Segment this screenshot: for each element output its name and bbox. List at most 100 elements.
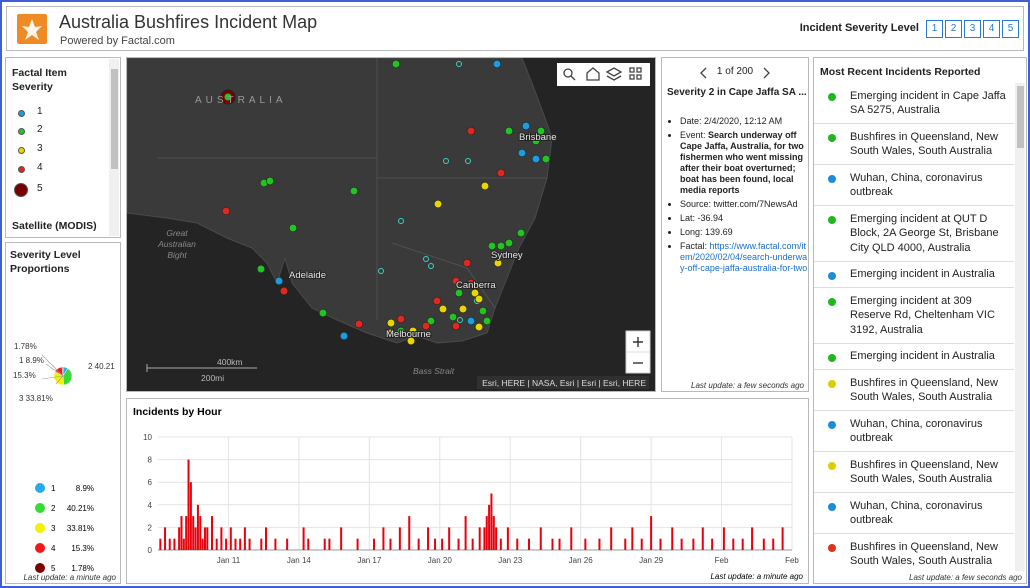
incident-marker[interactable] [274,276,284,286]
layers-button[interactable] [605,67,623,81]
legend-label: 2 [51,504,56,513]
incident-marker[interactable] [480,181,490,191]
field-value[interactable]: https://www.factal.com/item/2020/02/04/s… [680,241,808,273]
incident-marker[interactable] [288,223,298,233]
incident-marker[interactable] [521,121,531,131]
incident-marker[interactable] [536,126,546,136]
incident-item[interactable]: Emerging incident in Australia [814,344,1014,370]
incident-item[interactable]: Wuhan, China, coronavirus outbreak [814,411,1014,452]
incident-marker[interactable] [451,321,461,331]
incident-marker[interactable] [466,316,476,326]
incident-marker[interactable] [531,136,541,146]
prev-button[interactable] [700,67,707,79]
incident-marker[interactable] [474,294,484,304]
incident-item[interactable]: Emerging incident at QUT D Block, 2A Geo… [814,206,1014,262]
scrollbar[interactable] [1015,83,1025,571]
incident-marker[interactable] [386,328,396,338]
next-button[interactable] [763,67,770,79]
severity-button[interactable]: 2 [945,20,962,38]
basemap-button[interactable] [629,67,635,73]
incident-item[interactable]: Bushfires in Queensland, New South Wales… [814,124,1014,165]
scroll-thumb[interactable] [111,69,118,169]
bar [189,482,192,550]
severity-button[interactable]: 1 [926,20,943,38]
incident-marker[interactable] [482,316,492,326]
incident-marker[interactable] [396,314,406,324]
home-button[interactable] [586,67,600,81]
incident-marker[interactable] [408,326,418,336]
incident-marker[interactable] [516,228,526,238]
incident-marker[interactable] [541,154,551,164]
legend-label: 5 [51,564,56,573]
incident-marker[interactable] [496,241,506,251]
incident-marker[interactable] [448,312,458,322]
incident-marker[interactable] [451,276,461,286]
incident-marker[interactable] [504,238,514,248]
incident-marker[interactable] [487,241,497,251]
popup-field: Source: twitter.com/7NewsAd [680,199,808,210]
pie-slice [62,368,73,386]
incident-item[interactable]: Bushfires in Queensland, New South Wales… [814,534,1014,571]
incident-marker[interactable] [265,176,275,186]
severity-button[interactable]: 5 [1002,20,1019,38]
incident-marker[interactable] [478,306,488,316]
incident-text: Bushfires in Queensland, New South Wales… [850,540,998,568]
incident-marker[interactable] [493,258,503,268]
incident-item[interactable]: Bushfires in Queensland, New South Wales… [814,370,1014,411]
x-tick-label: Jan 11 [217,556,241,565]
incident-marker[interactable] [466,126,476,136]
incident-marker[interactable] [462,258,472,268]
incident-marker[interactable] [466,278,476,288]
incident-marker[interactable] [492,59,502,69]
incident-item[interactable]: Wuhan, China, coronavirus outbreak [814,493,1014,534]
leader-line [41,354,64,377]
incident-marker[interactable] [531,154,541,164]
incident-marker[interactable] [386,318,396,328]
incident-marker[interactable] [221,206,231,216]
bar [448,527,451,550]
scroll-thumb[interactable] [1017,86,1024,148]
incident-marker[interactable] [349,186,359,196]
incident-marker[interactable] [421,321,431,331]
incident-marker[interactable] [279,286,289,296]
bar [164,527,167,550]
incident-marker[interactable] [318,308,328,318]
incident-marker[interactable] [426,316,436,326]
incident-marker[interactable] [470,288,480,298]
incident-marker[interactable] [256,264,266,274]
search-button[interactable] [563,68,573,78]
incident-marker[interactable] [354,319,364,329]
bar [356,538,359,550]
incident-item[interactable]: Emerging incident in Cape Jaffa SA 5275,… [814,83,1014,124]
incident-item[interactable]: Wuhan, China, coronavirus outbreak [814,165,1014,206]
bar [328,538,331,550]
incident-marker[interactable] [458,304,468,314]
incident-marker[interactable] [391,59,401,69]
slice-label: 3 33.81% [19,394,53,403]
severity-label: Incident Severity Level [799,22,919,35]
incident-marker[interactable] [432,296,442,306]
zoom-in[interactable] [633,337,643,347]
severity-button[interactable]: 3 [964,20,981,38]
incident-marker[interactable] [433,199,443,209]
incident-marker[interactable] [396,326,406,336]
bar [680,538,683,550]
bar [159,538,162,550]
incident-marker[interactable] [454,288,464,298]
incident-marker[interactable] [438,304,448,314]
incident-marker[interactable] [406,336,416,346]
legend-label: 3 [51,524,56,533]
incident-marker[interactable] [474,322,484,332]
incident-item[interactable]: Emerging incident in Australia [814,262,1014,288]
bar [711,538,714,550]
incident-marker[interactable] [496,168,506,178]
incident-marker[interactable] [504,126,514,136]
incident-marker[interactable] [517,148,527,158]
incident-item[interactable]: Emerging incident at 309 Reserve Rd, Che… [814,288,1014,344]
incident-marker[interactable] [339,331,349,341]
scrollbar[interactable] [109,59,119,236]
severity-button[interactable]: 4 [983,20,1000,38]
incident-marker[interactable] [224,93,232,101]
incident-item[interactable]: Bushfires in Queensland, New South Wales… [814,452,1014,493]
